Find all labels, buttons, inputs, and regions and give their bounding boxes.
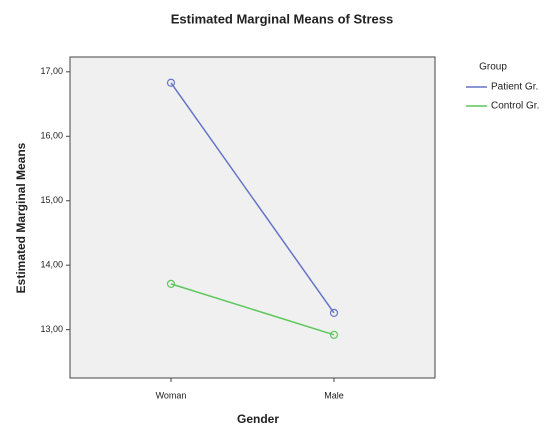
chart-title: Estimated Marginal Means of Stress (171, 11, 394, 26)
y-tick-label: 15,00 (40, 195, 63, 205)
series-line (170, 82, 335, 314)
legend-label: Control Gr. (491, 101, 539, 112)
x-axis-label: Gender (237, 412, 279, 426)
legend-title: Group (479, 62, 507, 73)
y-tick-label: 14,00 (40, 260, 63, 270)
x-tick-label: Male (324, 390, 344, 400)
y-tick-label: 17,00 (40, 66, 63, 76)
x-tick-label: Woman (156, 390, 187, 400)
data-point (166, 78, 176, 87)
series-line (170, 283, 335, 336)
data-point (329, 308, 339, 317)
y-tick-label: 13,00 (40, 324, 63, 334)
data-point (166, 279, 176, 288)
y-tick-label: 16,00 (40, 131, 63, 141)
y-axis-label: Estimated Marginal Means (14, 142, 28, 293)
plot-area (69, 56, 436, 379)
legend-label: Patient Gr. (491, 82, 538, 93)
data-point (329, 330, 339, 339)
